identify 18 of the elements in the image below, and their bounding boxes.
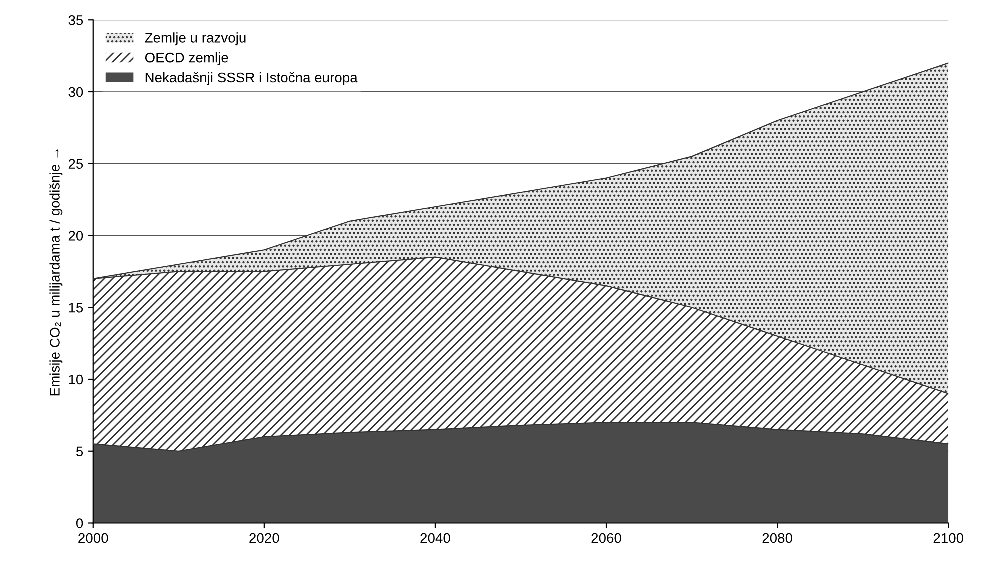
legend-label: Zemlje u razvoju bbox=[145, 32, 246, 46]
y-tick-label: 10 bbox=[69, 374, 84, 385]
y-tick-label: 0 bbox=[76, 518, 84, 528]
y-tick-label: 20 bbox=[68, 231, 84, 241]
x-tick-label: 2000 bbox=[78, 533, 108, 544]
x-tick-label: 2040 bbox=[420, 533, 450, 544]
y-tick-label: 5 bbox=[76, 446, 84, 457]
y-tick-label: 35 bbox=[68, 15, 84, 26]
legend-label: Nekadašnji SSSR i Istočna europa bbox=[146, 72, 358, 86]
y-axis-title: Emisije CO₂ u milijardama t / godišnje → bbox=[50, 149, 63, 396]
y-tick-label: 15 bbox=[69, 303, 84, 313]
legend-label: OECD zemlje bbox=[145, 52, 228, 66]
y-tick-label: 25 bbox=[68, 159, 84, 170]
x-tick-label: 2020 bbox=[250, 533, 280, 544]
x-tick-label: 2060 bbox=[592, 533, 622, 544]
y-tick-label: 30 bbox=[68, 87, 84, 98]
x-tick-label: 2100 bbox=[934, 533, 964, 544]
x-tick-label: 2080 bbox=[762, 533, 792, 544]
